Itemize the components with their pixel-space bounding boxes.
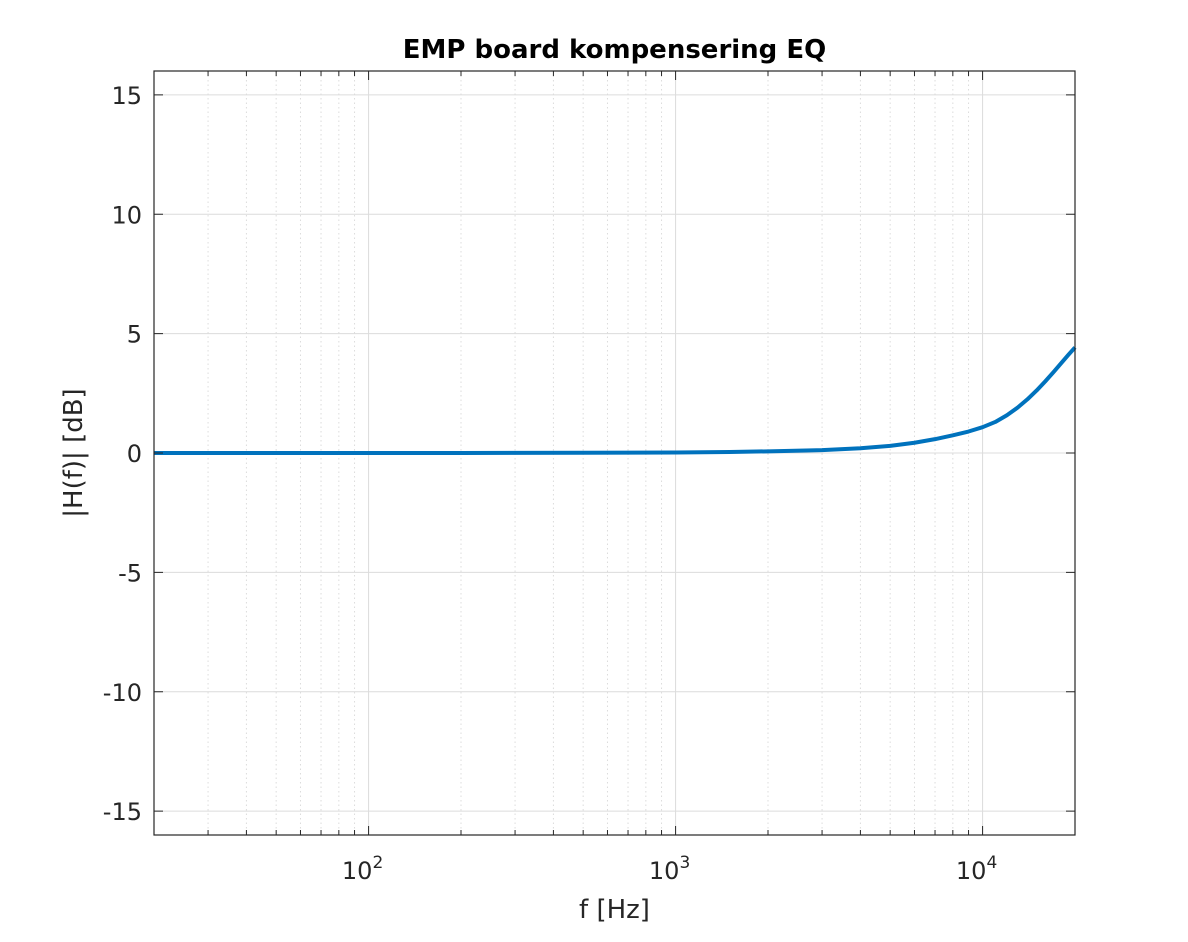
chart-title: EMP board kompensering EQ (403, 35, 826, 65)
y-tick-label: 0 (127, 440, 142, 468)
grid-layer (154, 71, 1075, 835)
x-tick-label: 104 (956, 853, 997, 885)
series-layer (154, 346, 1077, 455)
y-tick-label: -15 (103, 798, 142, 826)
series-line (154, 346, 1077, 455)
x-tick-label: 102 (342, 853, 383, 885)
y-tick-label: 10 (111, 201, 142, 229)
y-tick-label: 15 (111, 82, 142, 110)
y-tick-label: 5 (127, 321, 142, 349)
axes-box (153, 70, 1076, 836)
x-axis-label: f [Hz] (579, 895, 650, 925)
label-layer: 102 103 104 -15 -10 -5 0 5 10 15 (103, 82, 997, 885)
x-tick-label: 103 (649, 853, 690, 885)
y-tick-label: -5 (118, 559, 142, 587)
y-axis-label: |H(f)| [dB] (59, 388, 89, 517)
y-tick-label: -10 (103, 679, 142, 707)
axes-layer (153, 70, 1076, 836)
